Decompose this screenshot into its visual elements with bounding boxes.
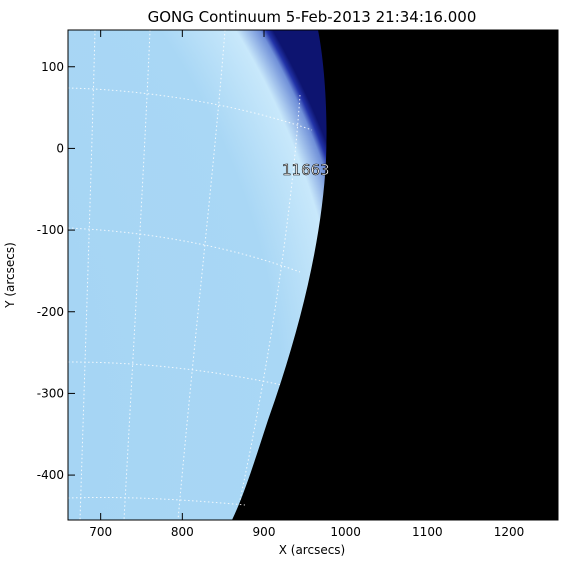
- plot-frame: [67, 29, 559, 521]
- y-tick-label: -100: [37, 223, 64, 237]
- x-tick-label: 1100: [412, 525, 443, 539]
- y-tick-label: -200: [37, 305, 64, 319]
- y-tick-label: 0: [56, 141, 64, 155]
- y-axis-label: Y (arcsecs): [3, 242, 17, 309]
- x-axis-label: X (arcsecs): [279, 543, 346, 557]
- x-tick-label: 900: [253, 525, 276, 539]
- heliographic-grid: [68, 30, 313, 520]
- solar-disk-image: 11663: [68, 30, 558, 520]
- y-tick-label: -300: [37, 386, 64, 400]
- x-tick-label: 1000: [330, 525, 361, 539]
- y-axis: 100 0 -100 -200 -300 -400: [37, 60, 558, 482]
- plot-title: GONG Continuum 5-Feb-2013 21:34:16.000: [148, 8, 477, 26]
- y-tick-label: 100: [41, 60, 64, 74]
- active-region-label: 11663: [282, 161, 330, 179]
- x-tick-label: 800: [171, 525, 194, 539]
- x-tick-label: 1200: [494, 525, 525, 539]
- y-tick-label: -400: [37, 468, 64, 482]
- x-tick-label: 700: [89, 525, 112, 539]
- solar-disk: [68, 30, 327, 520]
- x-axis: 700 800 900 1000 1100 1200: [89, 30, 524, 539]
